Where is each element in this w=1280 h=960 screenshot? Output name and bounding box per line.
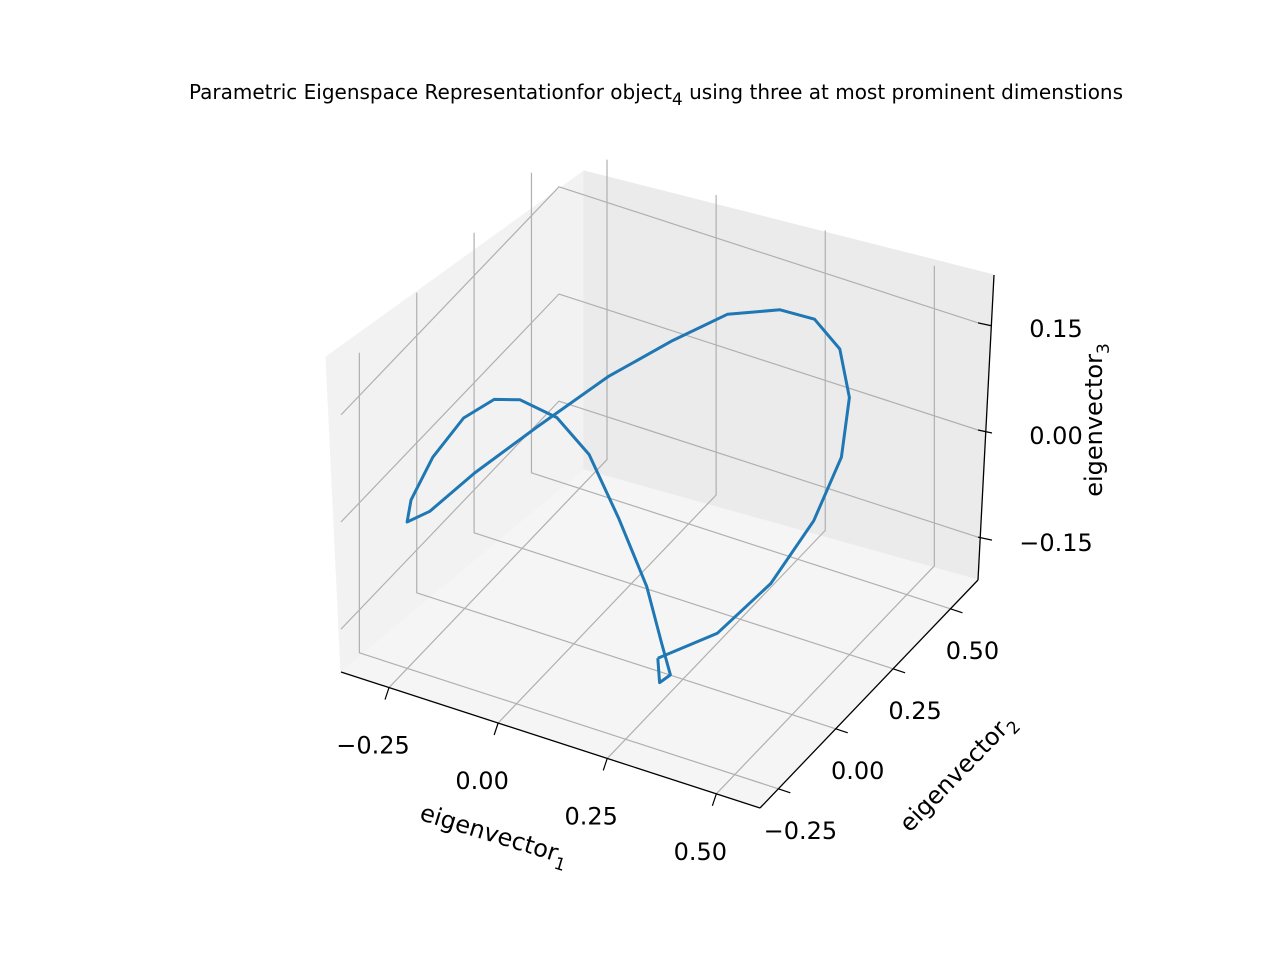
- curve-layer: [405, 308, 851, 685]
- z-grid-line: [340, 400, 979, 630]
- y-grid-line: [358, 352, 779, 790]
- y-grid-line: [530, 172, 951, 610]
- z-tick-label: 0.00: [1029, 422, 1082, 450]
- y-tick-label: 0.50: [946, 637, 999, 665]
- z-tick-mark: [977, 322, 993, 327]
- z-tick-mark: [977, 429, 993, 434]
- x-axis-label-base: eigenvector: [417, 799, 562, 868]
- chart-title-subscript: 4: [672, 90, 683, 110]
- x-tick-mark: [493, 722, 499, 736]
- x-tick-mark: [384, 687, 390, 700]
- y-tick-mark: [892, 668, 906, 674]
- tick-marks: [384, 322, 993, 807]
- y-grid-line: [416, 292, 836, 730]
- z-axis-label-base: eigenvector: [1080, 354, 1108, 497]
- x-tick-label: 0.00: [455, 767, 508, 795]
- y-tick-mark: [950, 608, 963, 614]
- eigenspace-curve: [405, 308, 851, 685]
- x-grid-line: [715, 265, 935, 795]
- tick-labels: −0.25 0.00 0.25 0.50 −0.25 0.00 0.25 0.50 −0.15 0…: [336, 315, 1093, 866]
- z-grid-line: [340, 293, 979, 523]
- x-grid-line: [497, 195, 717, 724]
- chart-title: Parametric Eigenspace Representationfor …: [189, 80, 1123, 110]
- y-grid-line: [473, 232, 894, 670]
- y-tick-mark: [778, 788, 791, 794]
- y-axis-label: eigenvector2: [894, 707, 1025, 841]
- z-axis-label-subscript: 3: [1094, 343, 1114, 354]
- x-axis-line: [340, 671, 761, 809]
- x-tick-label: −0.25: [336, 732, 410, 760]
- z-tick-mark: [977, 536, 993, 541]
- z-grid-line: [340, 186, 979, 416]
- chart-title-rest: using three at most prominent dimenstion…: [683, 80, 1123, 104]
- chart-title-main: Parametric Eigenspace Representationfor …: [189, 80, 672, 104]
- x-tick-mark: [711, 793, 717, 807]
- y-tick-label: 0.00: [831, 757, 884, 785]
- x-tick-label: 0.50: [674, 838, 727, 866]
- z-axis-label: eigenvector3: [1080, 343, 1114, 497]
- y-tick-mark: [835, 728, 848, 734]
- y-tick-label: −0.25: [764, 817, 838, 845]
- x-axis-label: eigenvector1: [415, 799, 572, 876]
- x-tick-label: 0.25: [565, 802, 618, 830]
- x-tick-mark: [602, 758, 608, 771]
- z-tick-label: −0.15: [1019, 529, 1093, 557]
- y-tick-label: 0.25: [888, 697, 941, 725]
- y-axis-line: [759, 579, 979, 809]
- y-axis-label-base: eigenvector: [894, 715, 1013, 837]
- z-tick-label: 0.15: [1029, 315, 1082, 343]
- x-grid-line: [388, 159, 608, 688]
